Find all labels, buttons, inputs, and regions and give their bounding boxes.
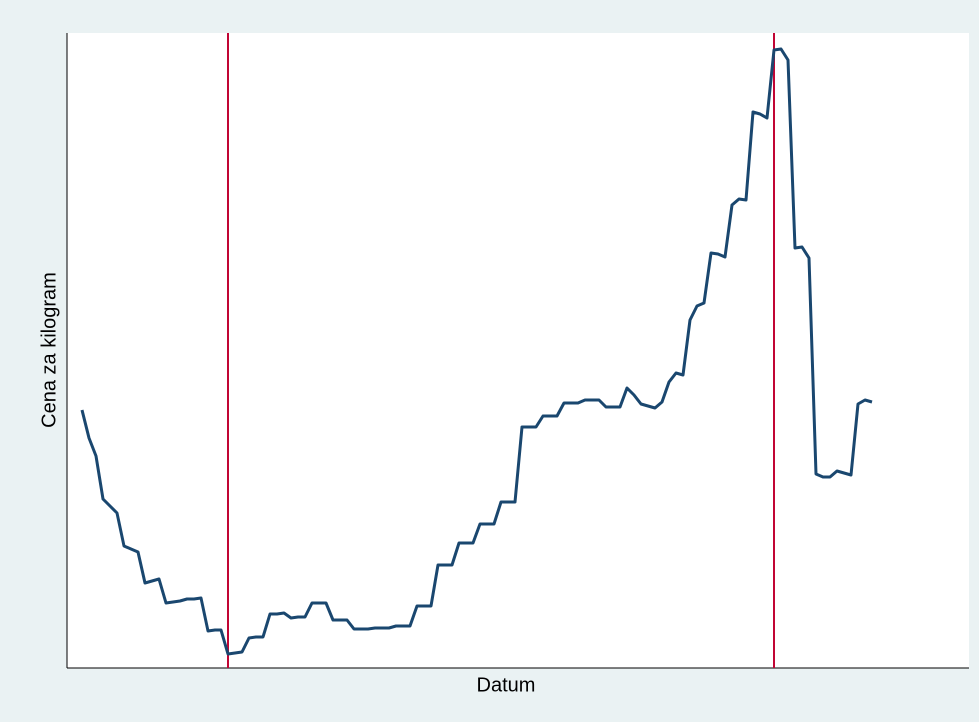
y-axis-label: Cena za kilogram	[38, 272, 60, 428]
data-line	[80, 47, 873, 656]
plot-area	[67, 33, 969, 668]
x-axis-label: Datum	[477, 674, 536, 696]
